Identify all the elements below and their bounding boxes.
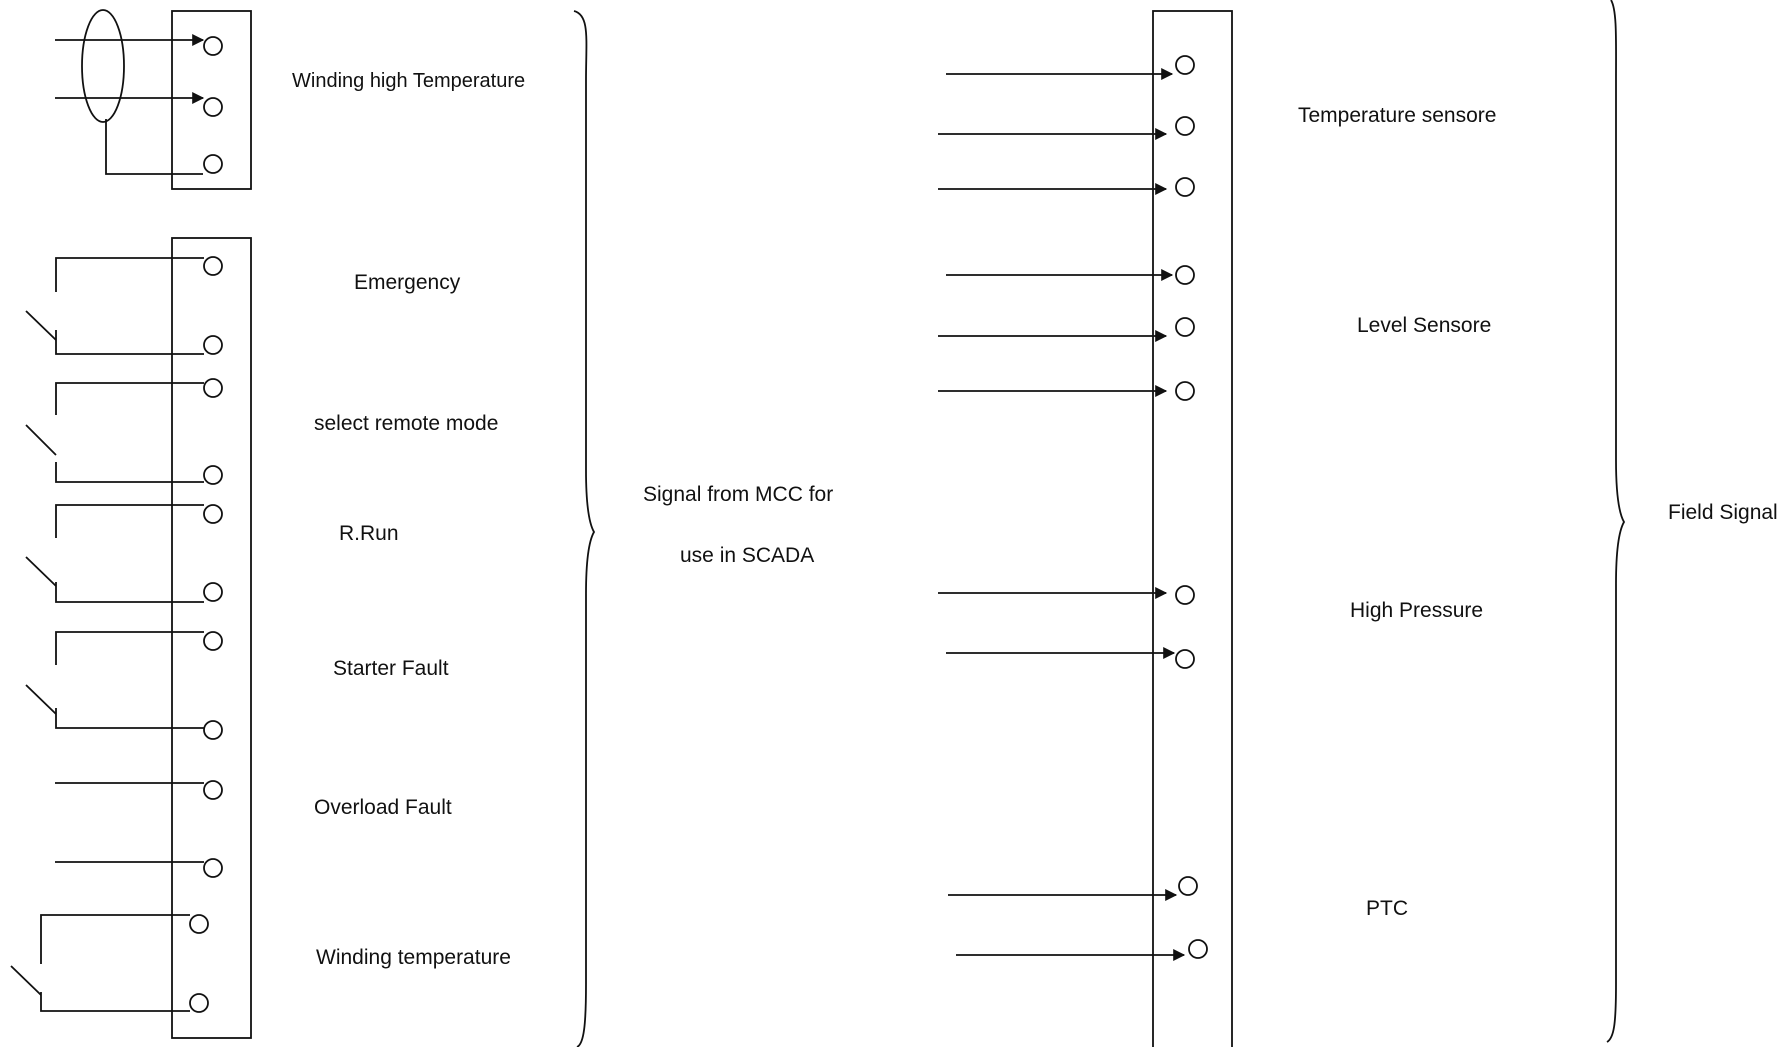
right-brace <box>1606 0 1626 1043</box>
terminal <box>1175 317 1195 337</box>
terminal <box>189 914 209 934</box>
terminal <box>1175 649 1195 669</box>
label-ptc: PTC <box>1366 897 1408 920</box>
label-level-sensore: Level Sensore <box>1357 314 1492 337</box>
label-signal-from-mcc: Signal from MCC for <box>643 483 834 506</box>
winding-sensor-group <box>55 9 223 175</box>
label-high-pressure: High Pressure <box>1350 599 1484 622</box>
remote-mode-switch <box>25 378 223 485</box>
terminal <box>1175 381 1195 401</box>
label-winding-high-temperature: Winding high Temperature <box>292 70 526 92</box>
terminal <box>203 36 223 56</box>
terminal <box>1188 939 1208 959</box>
overload-fault-wiring <box>55 780 223 878</box>
terminal <box>203 720 223 740</box>
terminal <box>203 504 223 524</box>
terminal <box>1175 177 1195 197</box>
emergency-switch <box>25 256 223 355</box>
terminal <box>203 154 223 174</box>
terminal <box>203 858 223 878</box>
terminal <box>203 582 223 602</box>
r-run-switch <box>25 504 223 603</box>
label-use-in-scada: use in SCADA <box>680 544 815 567</box>
label-starter-fault: Starter Fault <box>333 657 449 680</box>
label-temperature-sensore: Temperature sensore <box>1298 104 1497 127</box>
winding-temperature-switch <box>10 914 209 1013</box>
label-r-run: R.Run <box>339 522 399 545</box>
terminal <box>1175 55 1195 75</box>
terminal <box>1175 116 1195 136</box>
terminal <box>203 631 223 651</box>
terminal <box>203 97 223 117</box>
starter-fault-switch <box>25 631 223 740</box>
terminal <box>203 780 223 800</box>
label-winding-temperature: Winding temperature <box>316 946 511 969</box>
terminal <box>1175 265 1195 285</box>
left-brace <box>573 10 596 1047</box>
label-overload-fault: Overload Fault <box>314 796 452 819</box>
terminal-block-signals <box>171 237 252 1039</box>
terminal-block-field <box>1152 10 1233 1047</box>
terminal <box>203 465 223 485</box>
terminal <box>1175 585 1195 605</box>
terminal-block-temperature <box>171 10 252 190</box>
sensor-ellipse <box>81 9 125 123</box>
terminal <box>189 993 209 1013</box>
terminal <box>203 335 223 355</box>
label-select-remote-mode: select remote mode <box>314 412 499 435</box>
label-emergency: Emergency <box>354 271 461 294</box>
field-inputs <box>938 55 1208 961</box>
terminal <box>203 256 223 276</box>
terminal <box>1178 876 1198 896</box>
label-field-signal: Field Signal <box>1668 501 1778 524</box>
terminal <box>203 378 223 398</box>
